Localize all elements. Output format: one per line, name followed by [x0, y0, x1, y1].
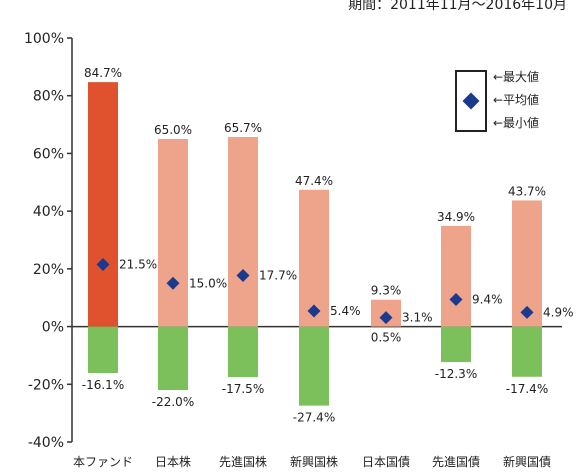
y-tick-label: -40% — [28, 435, 64, 451]
min-value-label: -16.1% — [82, 378, 124, 392]
x-category-label: 新興国株 — [290, 454, 338, 469]
min-value-label: -22.0% — [152, 395, 194, 409]
y-tick-label: 0% — [42, 320, 64, 336]
min-value-label: -27.4% — [293, 411, 335, 425]
average-marker — [236, 268, 250, 282]
average-value-label: 4.9% — [543, 305, 574, 319]
legend-box — [455, 70, 487, 132]
max-value-label: 43.7% — [508, 184, 546, 198]
x-category-label: 日本株 — [155, 454, 191, 469]
average-marker — [96, 258, 110, 272]
bar-max — [299, 189, 329, 327]
bar-min — [441, 326, 471, 363]
period-text: 期間：2011年11月～2016年10月 — [348, 0, 567, 13]
min-value-label: -17.4% — [506, 382, 548, 396]
legend-avg-label: ←平均値 — [493, 93, 540, 107]
min-value-label: -12.3% — [435, 367, 477, 381]
average-value-label: 9.4% — [472, 292, 503, 306]
max-value-label: 84.7% — [84, 66, 122, 80]
average-marker — [520, 305, 534, 319]
max-value-label: 65.0% — [154, 123, 192, 137]
average-value-label: 21.5% — [119, 258, 157, 272]
bar-max — [441, 225, 471, 327]
x-category-label: 日本国債 — [362, 454, 410, 469]
average-value-label: 5.4% — [330, 304, 361, 318]
y-tick-label: 40% — [33, 204, 64, 220]
max-value-label: 34.9% — [437, 210, 475, 224]
legend-min-label: ←最小値 — [493, 116, 540, 130]
bar-max — [228, 136, 258, 327]
legend-max-label: ←最大値 — [493, 70, 540, 84]
bar-max — [158, 139, 188, 327]
bar-min — [299, 326, 329, 406]
average-marker — [166, 276, 180, 290]
legend: ←最大値 ←平均値 ←最小値 — [455, 70, 555, 134]
average-value-label: 17.7% — [259, 268, 297, 282]
bar-min — [512, 326, 542, 377]
legend-diamond-icon — [462, 92, 480, 110]
bar-max — [88, 82, 118, 327]
y-tick-label: -20% — [28, 377, 64, 393]
average-value-label: 15.0% — [189, 276, 227, 290]
y-tick-label: 20% — [33, 262, 64, 278]
average-marker — [449, 292, 463, 306]
y-tick-label: 60% — [33, 146, 64, 162]
max-value-label: 65.7% — [224, 121, 262, 135]
y-tick-label: 80% — [33, 89, 64, 105]
min-value-label: 0.5% — [371, 331, 402, 345]
y-tick-label: 100% — [24, 31, 64, 47]
average-marker — [307, 304, 321, 318]
min-value-label: -17.5% — [222, 382, 264, 396]
average-marker — [379, 311, 393, 325]
x-category-label: 新興国債 — [503, 454, 551, 469]
max-value-label: 9.3% — [371, 284, 402, 298]
x-category-label: 先進国株 — [219, 454, 267, 469]
bar-min — [88, 326, 118, 374]
x-category-label: 本ファンド — [73, 455, 133, 469]
average-value-label: 3.1% — [402, 311, 433, 325]
max-value-label: 47.4% — [295, 174, 333, 188]
bar-min — [228, 326, 258, 378]
x-category-label: 先進国債 — [432, 454, 480, 469]
bar-min — [158, 326, 188, 391]
bar-max — [512, 200, 542, 327]
